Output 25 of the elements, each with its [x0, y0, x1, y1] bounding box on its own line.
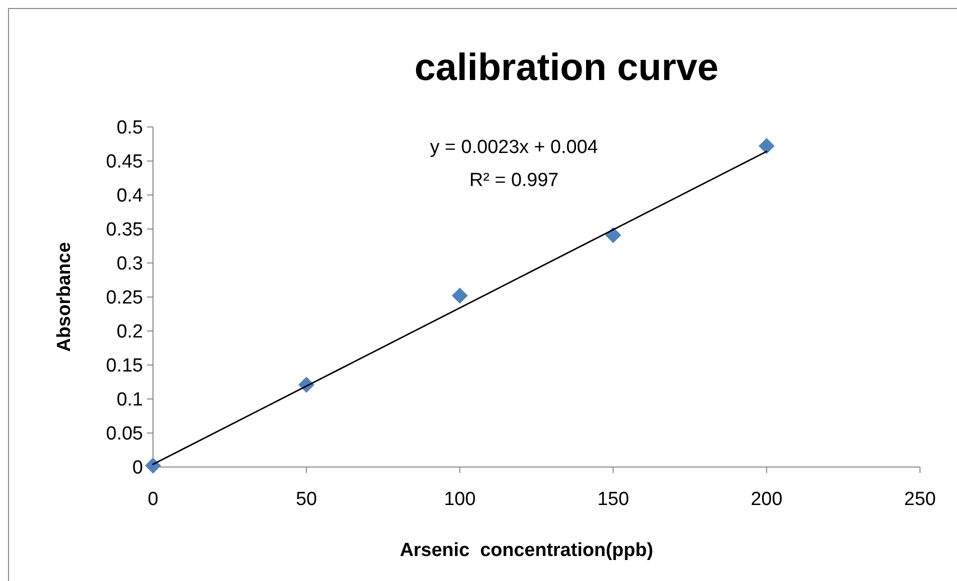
x-tick-label: 100: [444, 489, 476, 510]
x-tick-label: 200: [750, 489, 782, 510]
x-axis-title: Arsenic concentration(ppb): [400, 540, 654, 561]
chart-title: calibration curve: [414, 47, 719, 89]
y-tick-label: 0: [132, 458, 143, 479]
x-tick-label: 0: [148, 489, 158, 510]
y-tick-label: 0.45: [106, 152, 143, 173]
y-tick-label: 0.4: [116, 186, 144, 207]
point: [452, 288, 468, 304]
point: [145, 458, 161, 474]
y-tick-label: 0.1: [116, 390, 143, 411]
y-tick-label: 0.2: [116, 322, 143, 343]
y-tick-label: 0.5: [116, 118, 143, 139]
x-tick-label: 150: [597, 489, 630, 510]
annotation: R² = 0.997: [469, 170, 559, 191]
y-tick-label: 0.3: [116, 254, 143, 275]
y-tick-label: 0.25: [106, 288, 143, 309]
point: [758, 138, 775, 154]
y-tick-label: 0.35: [106, 220, 143, 241]
y-axis-title: Absorbance: [54, 242, 75, 352]
x-tick-label: 50: [296, 489, 317, 510]
x-tick-label: 250: [904, 489, 936, 510]
y-tick-label: 0.15: [106, 356, 143, 377]
y-tick-label: 0.05: [106, 424, 143, 445]
annotation: y = 0.0023x + 0.004: [430, 137, 598, 158]
